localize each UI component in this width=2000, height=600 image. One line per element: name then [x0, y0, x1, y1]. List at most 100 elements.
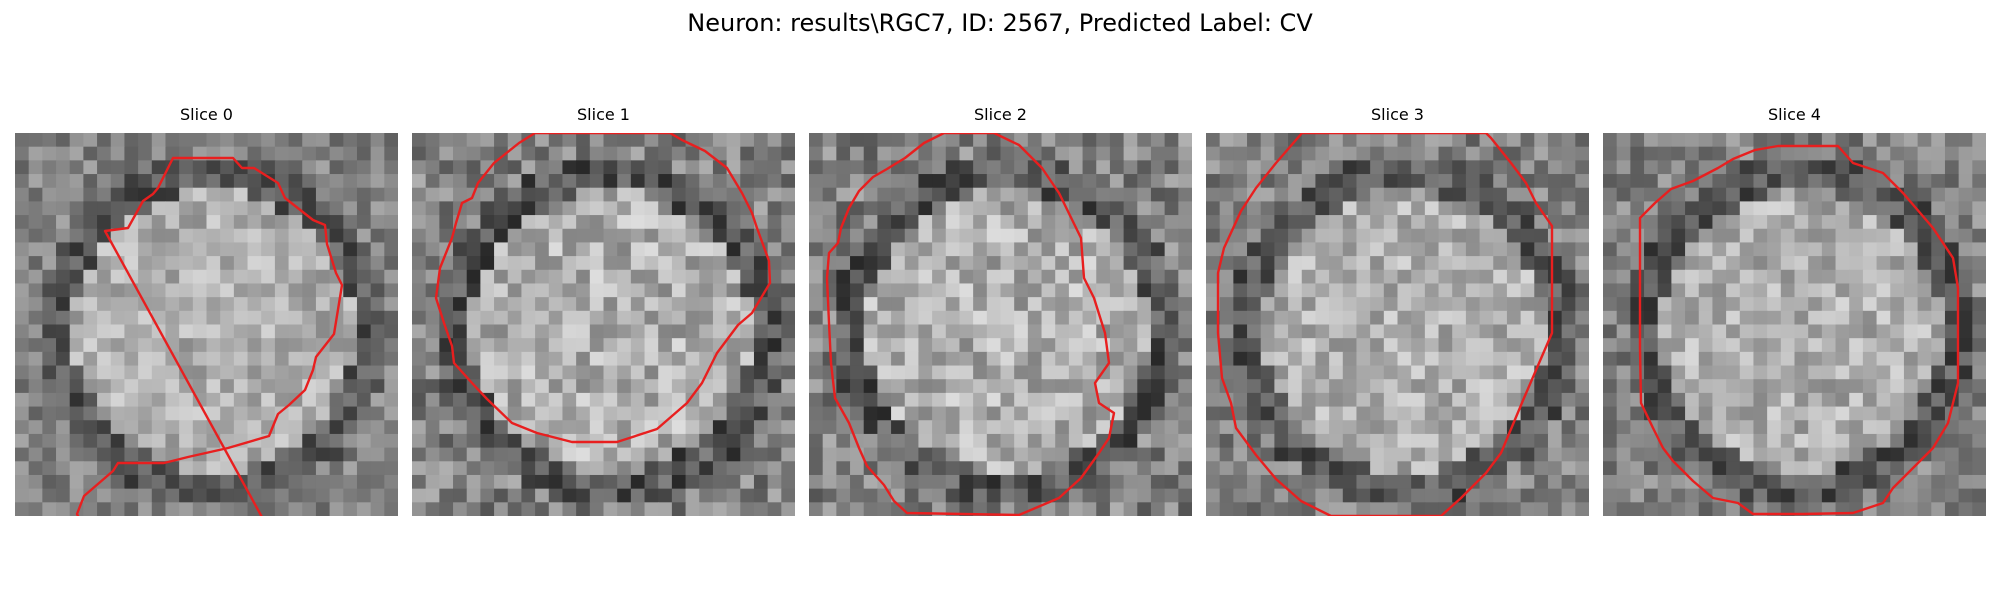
image-pixel — [1260, 406, 1275, 421]
image-pixel — [1082, 133, 1097, 148]
image-pixel — [699, 392, 714, 408]
image-pixel — [1520, 215, 1535, 230]
image-pixel — [1780, 474, 1796, 490]
image-pixel — [261, 351, 276, 367]
image-pixel — [1014, 160, 1029, 175]
image-pixel — [384, 392, 398, 408]
image-pixel — [329, 365, 344, 380]
image-pixel — [1534, 488, 1549, 503]
image-pixel — [630, 297, 646, 312]
image-pixel — [1972, 228, 1986, 244]
image-pixel — [1178, 283, 1192, 298]
image-pixel — [1301, 392, 1317, 408]
image-pixel — [1671, 297, 1686, 312]
image-pixel — [685, 187, 700, 202]
image-pixel — [548, 146, 564, 161]
image-pixel — [1260, 228, 1275, 244]
image-pixel — [274, 269, 290, 285]
image-pixel — [521, 228, 536, 244]
image-pixel — [535, 242, 550, 257]
image-pixel — [412, 310, 427, 326]
image-pixel — [1876, 392, 1891, 408]
image-pixel — [1206, 201, 1221, 216]
image-pixel — [1794, 488, 1809, 503]
image-pixel — [28, 242, 43, 257]
image-pixel — [1288, 310, 1303, 326]
image-pixel — [1260, 502, 1275, 516]
image-pixel — [809, 160, 824, 175]
image-pixel — [644, 379, 659, 394]
image-pixel — [617, 242, 632, 257]
image-pixel — [1014, 474, 1029, 490]
image-pixel — [1534, 146, 1549, 161]
image-pixel — [439, 406, 454, 421]
image-pixel — [302, 256, 317, 271]
image-pixel — [740, 420, 755, 435]
image-pixel — [343, 365, 358, 380]
image-pixel — [1835, 146, 1850, 161]
image-pixel — [1479, 379, 1494, 394]
image-pixel — [1657, 351, 1672, 367]
image-pixel — [206, 461, 221, 476]
image-pixel — [1671, 447, 1686, 462]
image-pixel — [726, 338, 741, 353]
image-pixel — [1616, 351, 1631, 367]
image-pixel — [1329, 324, 1344, 339]
image-pixel — [863, 297, 878, 312]
image-pixel — [1329, 133, 1344, 148]
image-pixel — [685, 324, 700, 339]
image-pixel — [1821, 420, 1837, 435]
image-pixel — [302, 433, 317, 449]
image-pixel — [384, 420, 398, 435]
image-pixel — [1301, 406, 1317, 421]
image-pixel — [1370, 447, 1385, 462]
image-pixel — [1931, 201, 1946, 216]
image-pixel — [671, 351, 687, 367]
image-pixel — [1944, 146, 1960, 161]
image-pixel — [466, 488, 481, 503]
image-pixel — [1575, 187, 1589, 202]
image-pixel — [288, 474, 303, 490]
image-pixel — [315, 420, 331, 435]
image-pixel — [1780, 174, 1796, 189]
image-pixel — [1862, 392, 1878, 408]
image-pixel — [507, 351, 523, 367]
image-pixel — [1465, 420, 1481, 435]
image-pixel — [384, 365, 398, 380]
image-pixel — [1520, 146, 1535, 161]
image-pixel — [658, 365, 673, 380]
image-pixel — [1493, 310, 1508, 326]
image-pixel — [1685, 256, 1700, 271]
image-pixel — [1739, 474, 1755, 490]
image-pixel — [56, 379, 71, 394]
image-pixel — [630, 201, 646, 216]
image-pixel — [343, 433, 358, 449]
image-pixel — [1808, 392, 1823, 408]
image-pixel — [274, 297, 290, 312]
image-pixel — [521, 351, 536, 367]
image-pixel — [315, 406, 331, 421]
image-pixel — [699, 297, 714, 312]
image-pixel — [617, 461, 632, 476]
image-pixel — [1972, 242, 1986, 257]
image-pixel — [603, 201, 618, 216]
image-pixel — [1972, 379, 1986, 394]
image-pixel — [56, 406, 71, 421]
image-pixel — [1780, 256, 1796, 271]
image-pixel — [1493, 474, 1508, 490]
image-pixel — [1055, 160, 1070, 175]
image-pixel — [658, 433, 673, 449]
image-pixel — [548, 133, 564, 148]
image-pixel — [453, 488, 468, 503]
image-pixel — [1247, 406, 1262, 421]
image-pixel — [850, 242, 865, 257]
image-pixel — [370, 269, 385, 285]
image-pixel — [767, 420, 782, 435]
image-pixel — [1356, 461, 1371, 476]
image-pixel — [288, 324, 303, 339]
image-pixel — [1206, 310, 1221, 326]
image-pixel — [891, 488, 906, 503]
image-pixel — [658, 502, 673, 516]
image-pixel — [644, 474, 659, 490]
image-pixel — [685, 502, 700, 516]
